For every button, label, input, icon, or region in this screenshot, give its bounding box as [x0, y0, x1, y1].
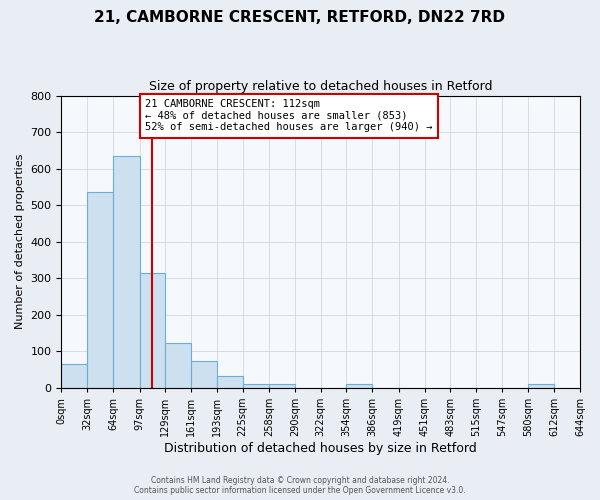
Text: Contains HM Land Registry data © Crown copyright and database right 2024.
Contai: Contains HM Land Registry data © Crown c…	[134, 476, 466, 495]
Bar	[113, 156, 140, 388]
X-axis label: Distribution of detached houses by size in Retford: Distribution of detached houses by size …	[164, 442, 477, 455]
Bar	[346, 384, 372, 388]
Bar	[87, 192, 113, 388]
Text: 21, CAMBORNE CRESCENT, RETFORD, DN22 7RD: 21, CAMBORNE CRESCENT, RETFORD, DN22 7RD	[95, 10, 505, 25]
Bar	[140, 273, 165, 388]
Bar	[61, 364, 87, 388]
Bar	[191, 360, 217, 388]
Bar	[217, 376, 242, 388]
Bar	[165, 344, 191, 388]
Text: 21 CAMBORNE CRESCENT: 112sqm
← 48% of detached houses are smaller (853)
52% of s: 21 CAMBORNE CRESCENT: 112sqm ← 48% of de…	[145, 99, 433, 132]
Bar	[242, 384, 269, 388]
Y-axis label: Number of detached properties: Number of detached properties	[15, 154, 25, 330]
Title: Size of property relative to detached houses in Retford: Size of property relative to detached ho…	[149, 80, 493, 93]
Bar	[529, 384, 554, 388]
Bar	[269, 384, 295, 388]
